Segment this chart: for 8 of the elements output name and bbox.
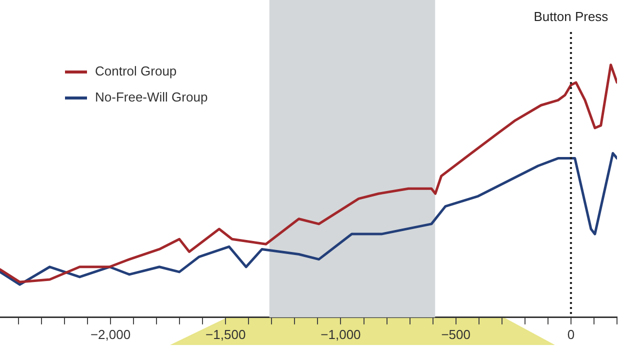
x-tick-label: 0	[567, 326, 575, 342]
x-tick-label: −500	[441, 326, 470, 342]
x-tick-label: −2,000	[90, 326, 131, 342]
x-tick-label: −1,000	[320, 326, 361, 342]
legend-label: Control Group	[95, 64, 177, 79]
legend-label: No-Free-Will Group	[95, 90, 208, 105]
x-tick-label: −1,500	[206, 326, 246, 342]
ref-line-label: Button Press	[534, 9, 609, 24]
